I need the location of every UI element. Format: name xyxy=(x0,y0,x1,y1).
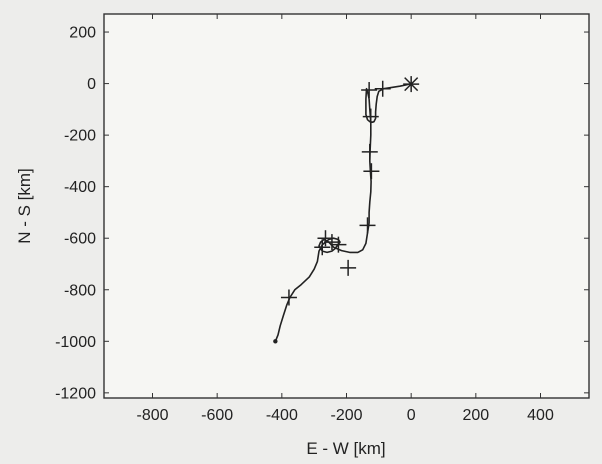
trajectory-markers xyxy=(280,76,420,306)
x-axis-label: E - W [km] xyxy=(306,439,385,458)
y-tick-label: -400 xyxy=(64,179,96,196)
y-axis-label: N - S [km] xyxy=(15,168,34,244)
plus-marker xyxy=(363,163,380,180)
y-tick-label: -1000 xyxy=(55,334,96,351)
x-tick-labels: -800 -600 -400 -200 0 200 400 xyxy=(136,407,553,424)
x-tick-label: -600 xyxy=(201,407,233,424)
plus-marker xyxy=(359,217,376,234)
x-tick-label: -400 xyxy=(266,407,298,424)
x-tick-label: 0 xyxy=(407,407,416,424)
x-tick-label: 400 xyxy=(527,407,554,424)
y-tick-labels: 200 0 -200 -400 -600 -800 -1000 -1200 xyxy=(55,25,96,403)
trajectory-end-point xyxy=(273,339,278,344)
x-tick-label: -200 xyxy=(330,407,362,424)
plus-marker xyxy=(280,289,297,306)
axis-ticks xyxy=(104,14,589,398)
plot-area xyxy=(103,13,590,399)
plus-marker xyxy=(330,236,347,253)
y-tick-label: -1200 xyxy=(55,385,96,402)
trajectory-series xyxy=(273,82,412,344)
start-star-marker xyxy=(403,76,420,93)
plus-marker xyxy=(340,259,357,276)
y-tick-label: 200 xyxy=(69,25,96,42)
x-tick-label: 200 xyxy=(462,407,489,424)
plus-marker xyxy=(361,143,378,160)
plus-marker xyxy=(361,82,378,99)
y-tick-label: -600 xyxy=(64,231,96,248)
x-tick-label: -800 xyxy=(136,407,168,424)
trajectory-line xyxy=(274,82,412,342)
plus-marker xyxy=(374,80,391,97)
plus-marker xyxy=(314,239,331,256)
plus-marker xyxy=(317,230,334,247)
y-tick-label: 0 xyxy=(87,76,96,93)
plus-marker xyxy=(362,108,379,125)
y-tick-label: -200 xyxy=(64,128,96,145)
y-tick-label: -800 xyxy=(64,282,96,299)
plus-marker xyxy=(323,234,340,251)
marker-stroke xyxy=(404,77,419,92)
